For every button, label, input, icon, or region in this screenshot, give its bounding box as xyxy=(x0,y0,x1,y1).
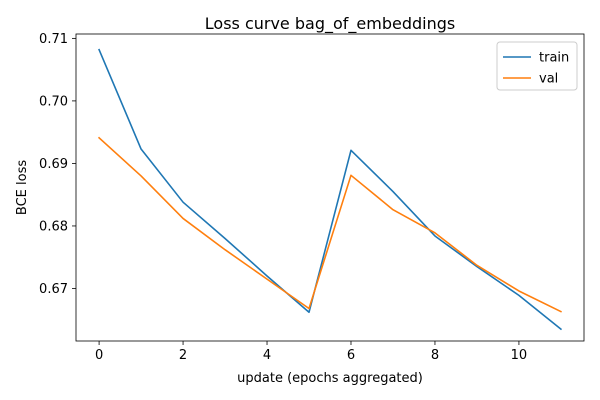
legend-label-val: val xyxy=(539,72,558,87)
series-line-train xyxy=(98,48,563,331)
y-tick-label: 0.68 xyxy=(39,219,68,234)
x-tick-label: 2 xyxy=(179,348,187,363)
legend: train val xyxy=(496,41,578,91)
legend-label-train: train xyxy=(539,51,569,66)
chart-title: Loss curve bag_of_embeddings xyxy=(205,14,455,34)
x-tick-label: 8 xyxy=(431,348,439,363)
legend-box xyxy=(496,41,578,91)
y-axis-ticks: 0.67 0.68 0.69 0.70 0.71 xyxy=(39,32,76,297)
y-tick-label: 0.71 xyxy=(39,32,68,47)
y-axis-label: BCE loss xyxy=(15,160,30,215)
y-tick-label: 0.67 xyxy=(39,282,68,297)
x-tick-label: 6 xyxy=(347,348,355,363)
x-tick-label: 0 xyxy=(95,348,103,363)
series-line-val xyxy=(97,136,562,313)
x-axis-label: update (epochs aggregated) xyxy=(237,371,423,386)
x-tick-label: 10 xyxy=(511,348,528,363)
x-tick-label: 4 xyxy=(263,348,271,363)
series-layer xyxy=(97,48,563,331)
y-tick-label: 0.69 xyxy=(39,157,68,172)
y-tick-label: 0.70 xyxy=(39,94,68,109)
plot-frame xyxy=(75,33,585,342)
x-axis-ticks: 0 2 4 6 8 10 xyxy=(95,341,527,363)
